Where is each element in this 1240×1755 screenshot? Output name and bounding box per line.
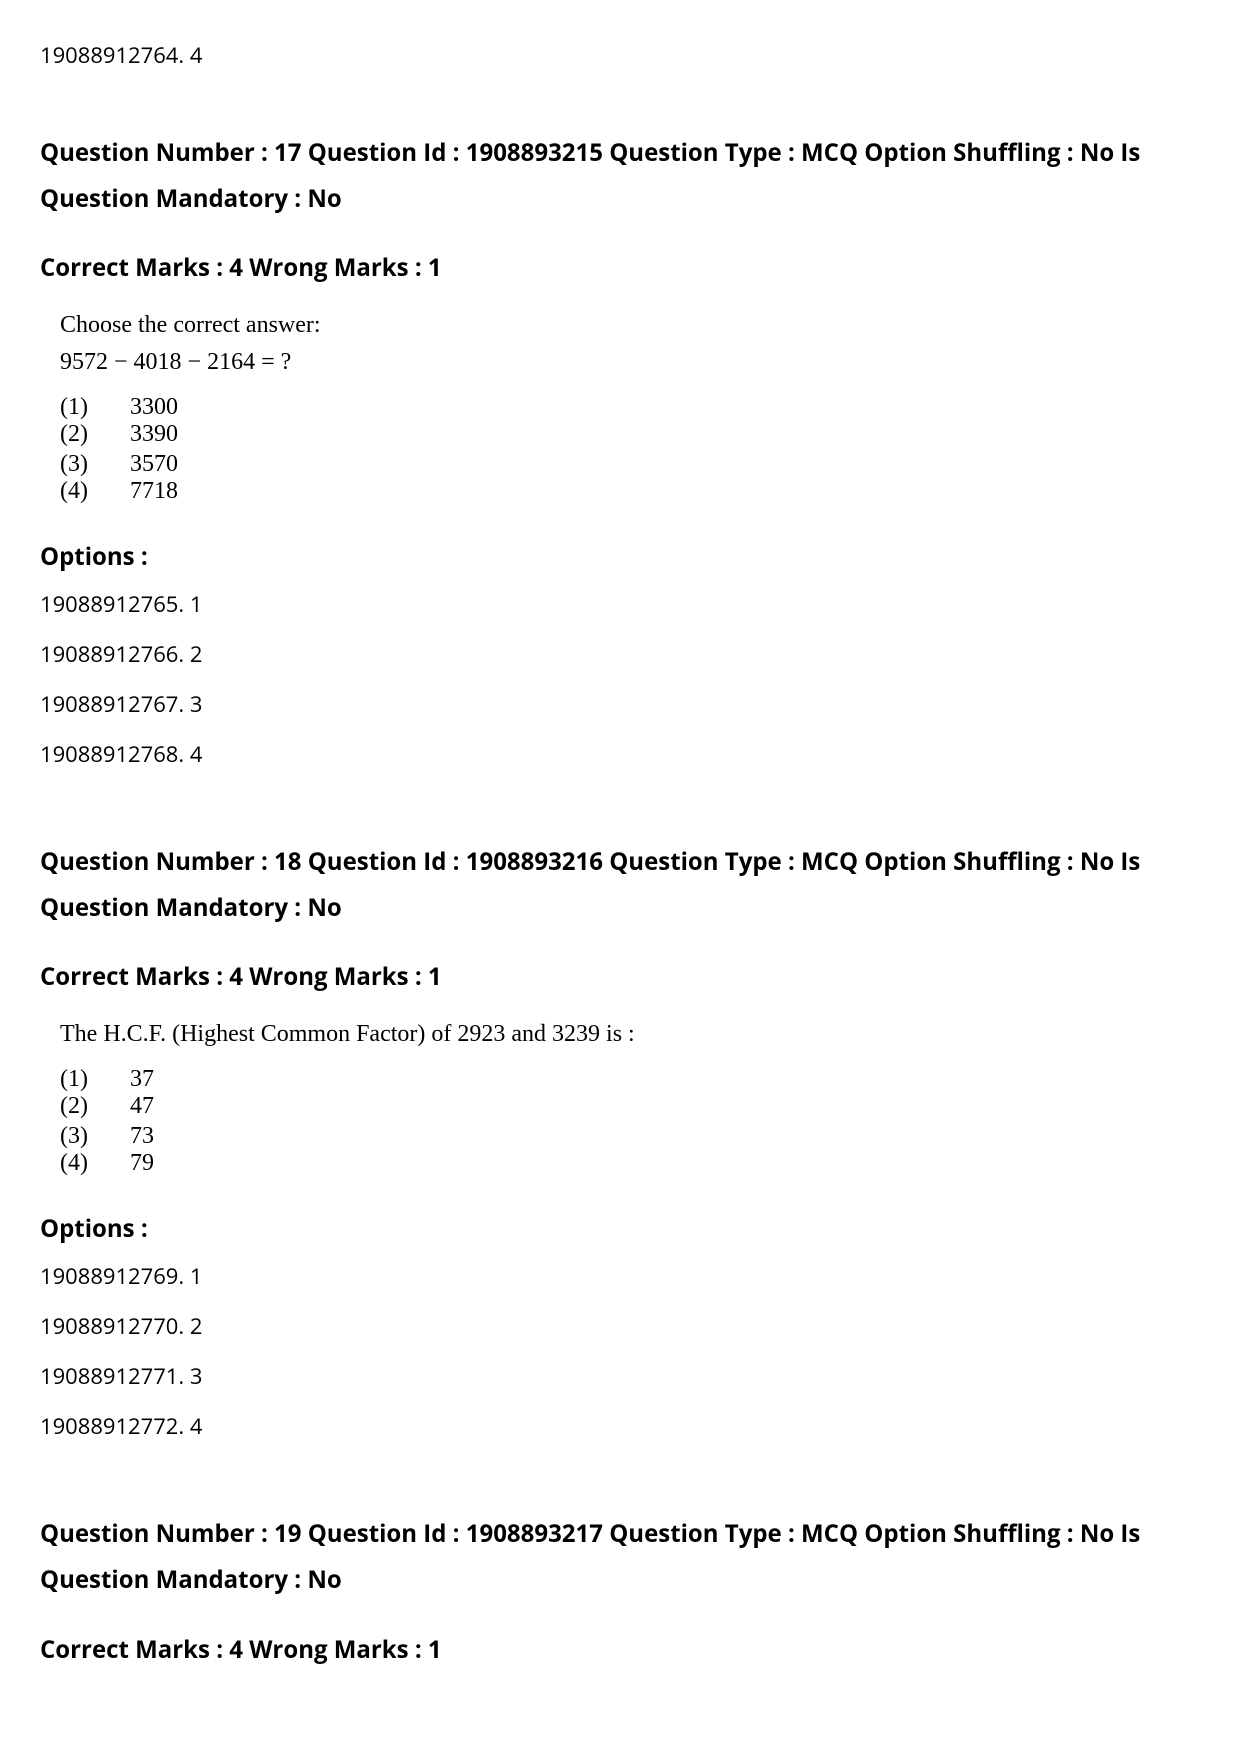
question-header: Question Number : 19 Question Id : 19088… — [40, 1511, 1200, 1602]
option-item: 19088912770. 2 — [40, 1311, 1200, 1341]
answers-row-2: (3) 73 (4) 79 — [60, 1123, 1200, 1177]
answer-value: 3390 — [130, 421, 178, 448]
option-item: 19088912767. 3 — [40, 689, 1200, 719]
answer-num: (1) — [60, 1066, 130, 1093]
instruction-text: The H.C.F. (Highest Common Factor) of 29… — [60, 1021, 1200, 1048]
option-item: 19088912769. 1 — [40, 1261, 1200, 1291]
question-body: Choose the correct answer: 9572 − 4018 −… — [40, 312, 1200, 505]
marks-line: Correct Marks : 4 Wrong Marks : 1 — [40, 1633, 1200, 1666]
answer-num: (2) — [60, 421, 130, 448]
equation-text: 9572 − 4018 − 2164 = ? — [60, 349, 1200, 376]
answer-value: 3300 — [130, 394, 178, 421]
question-block-17: Question Number : 17 Question Id : 19088… — [40, 130, 1200, 769]
question-header: Question Number : 18 Question Id : 19088… — [40, 839, 1200, 930]
answers-row-1: (1) 37 (2) 47 — [60, 1066, 1200, 1120]
option-item: 19088912765. 1 — [40, 589, 1200, 619]
question-block-18: Question Number : 18 Question Id : 19088… — [40, 839, 1200, 1441]
question-block-19: Question Number : 19 Question Id : 19088… — [40, 1511, 1200, 1665]
marks-line: Correct Marks : 4 Wrong Marks : 1 — [40, 960, 1200, 993]
option-item: 19088912772. 4 — [40, 1411, 1200, 1441]
instruction-text: Choose the correct answer: — [60, 312, 1200, 339]
option-item: 19088912768. 4 — [40, 739, 1200, 769]
answer-num: (4) — [60, 1150, 130, 1177]
question-body: The H.C.F. (Highest Common Factor) of 29… — [40, 1021, 1200, 1177]
answer-num: (4) — [60, 478, 130, 505]
options-label: Options : — [40, 1212, 1200, 1245]
answer-num: (1) — [60, 394, 130, 421]
answer-value: 73 — [130, 1123, 154, 1150]
previous-option-trail: 19088912764. 4 — [40, 40, 1200, 70]
answer-num: (2) — [60, 1093, 130, 1120]
answer-num: (3) — [60, 1123, 130, 1150]
answers-row-2: (3) 3570 (4) 7718 — [60, 451, 1200, 505]
answer-num: (3) — [60, 451, 130, 478]
answer-value: 47 — [130, 1093, 154, 1120]
option-item: 19088912766. 2 — [40, 639, 1200, 669]
options-label: Options : — [40, 540, 1200, 573]
answer-value: 37 — [130, 1066, 154, 1093]
answer-value: 79 — [130, 1150, 154, 1177]
option-item: 19088912771. 3 — [40, 1361, 1200, 1391]
marks-line: Correct Marks : 4 Wrong Marks : 1 — [40, 251, 1200, 284]
question-header: Question Number : 17 Question Id : 19088… — [40, 130, 1200, 221]
answer-value: 3570 — [130, 451, 178, 478]
answers-row-1: (1) 3300 (2) 3390 — [60, 394, 1200, 448]
answer-value: 7718 — [130, 478, 178, 505]
